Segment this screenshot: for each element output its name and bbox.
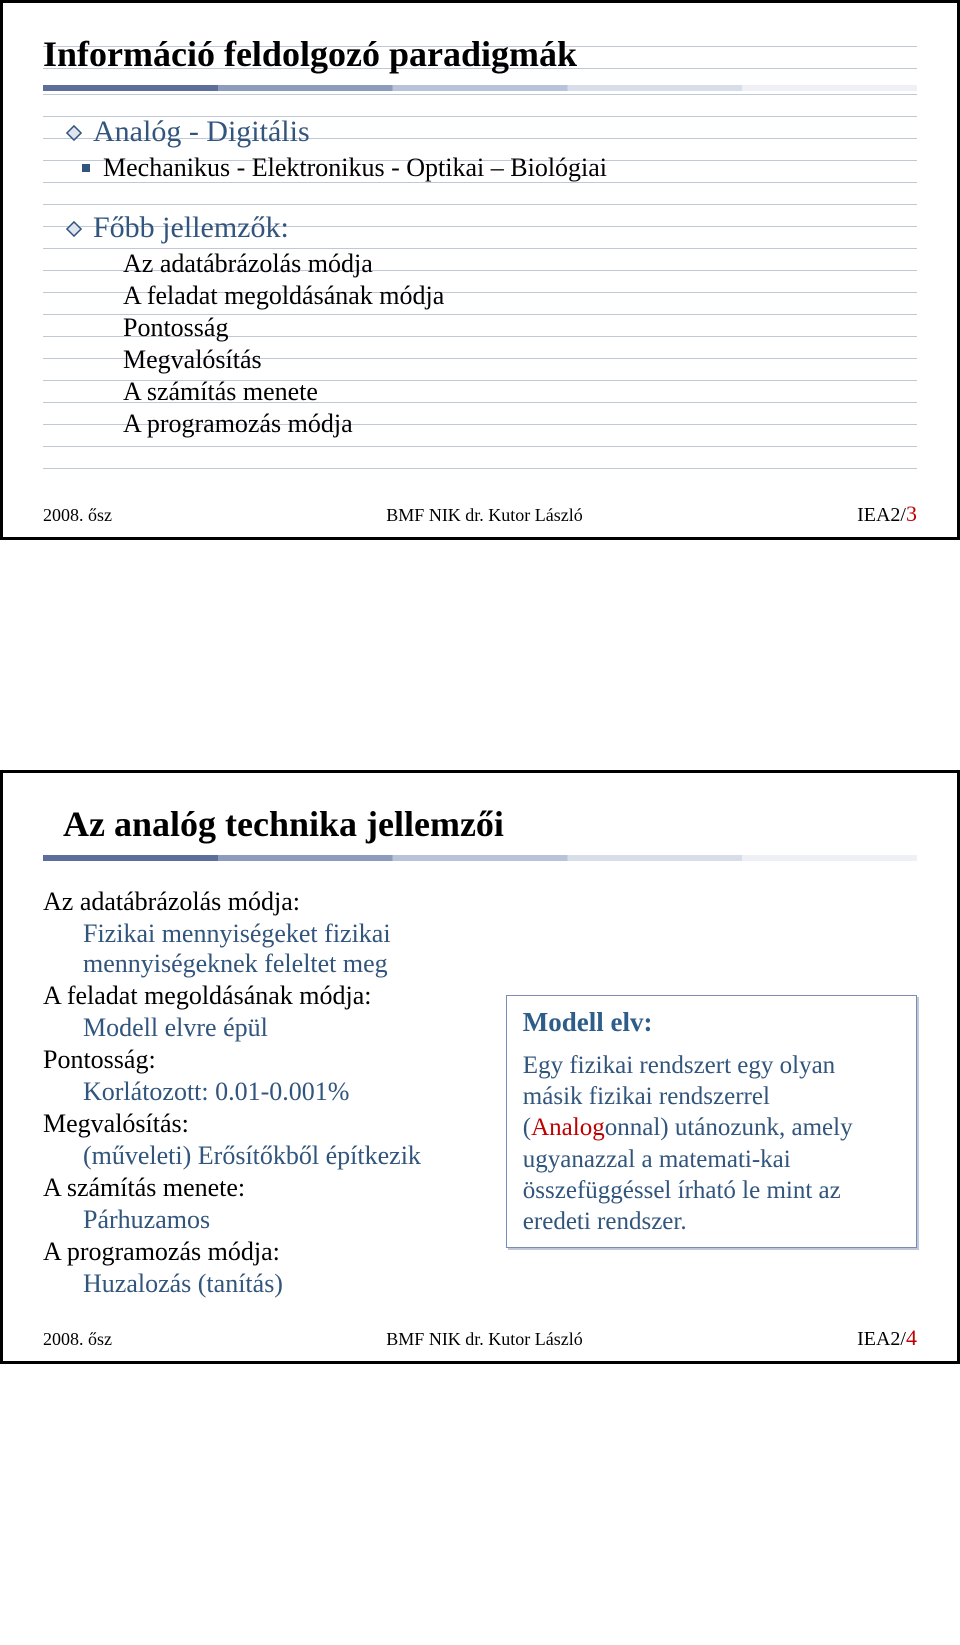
bullet-text: Analóg - Digitális <box>93 115 310 149</box>
section-body: Huzalozás (tanítás) <box>83 1269 486 1299</box>
section-head: Az adatábrázolás módja: <box>43 887 486 917</box>
box-title: Modell elv: <box>523 1006 900 1040</box>
section-body: Párhuzamos <box>83 1205 486 1235</box>
footer-page-num: 3 <box>906 501 917 526</box>
section-head: A számítás menete: <box>43 1173 486 1203</box>
slide-4: Az analóg technika jellemzői Az adatábrá… <box>0 770 960 1364</box>
bullet-row: Mechanikus - Elektronikus - Optikai – Bi… <box>79 153 917 183</box>
header-gradient-bar <box>43 855 917 861</box>
footer-prefix: IEA2/ <box>857 1328 906 1350</box>
section-head: Megvalósítás: <box>43 1109 486 1139</box>
footer-slide-number: IEA2/3 <box>857 501 917 527</box>
bullet-row: Főbb jellemzők: <box>63 211 917 245</box>
section-body: Korlátozott: 0.01-0.001% <box>83 1077 486 1107</box>
section-body: Fizikai mennyiségeket fizikai mennyisége… <box>83 919 486 979</box>
slide-footer: 2008. ősz BMF NIK dr. Kutor László IEA2/… <box>43 1325 917 1351</box>
slide-title: Az analóg technika jellemzői <box>63 803 917 845</box>
list-item: A feladat megoldásának módja <box>123 281 917 311</box>
section-body: Modell elvre épül <box>83 1013 486 1043</box>
list-item: Megvalósítás <box>123 345 917 375</box>
footer-mid: BMF NIK dr. Kutor László <box>386 505 583 526</box>
diamond-bullet-icon <box>63 218 83 238</box>
bullet-sub-text: Mechanikus - Elektronikus - Optikai – Bi… <box>103 153 607 183</box>
modell-elv-box: Modell elv: Egy fizikai rendszert egy ol… <box>506 995 917 1248</box>
footer-left: 2008. ősz <box>43 1329 112 1350</box>
box-red-text: Analog <box>531 1114 605 1141</box>
list-item: A számítás menete <box>123 377 917 407</box>
slide-title: Információ feldolgozó paradigmák <box>43 33 917 75</box>
slide-footer: 2008. ősz BMF NIK dr. Kutor László IEA2/… <box>43 501 917 527</box>
section-head: Pontosság: <box>43 1045 486 1075</box>
sub-bullet-icon <box>79 161 93 175</box>
footer-slide-number: IEA2/4 <box>857 1325 917 1351</box>
section-body: (műveleti) Erősítőkből építkezik <box>83 1141 486 1171</box>
footer-page-num: 4 <box>906 1325 917 1350</box>
list-item: Az adatábrázolás módja <box>123 249 917 279</box>
section-head: A feladat megoldásának módja: <box>43 981 486 1011</box>
header-gradient-bar <box>43 85 917 91</box>
bullet-text: Főbb jellemzők: <box>93 211 289 245</box>
title-area: Információ feldolgozó paradigmák Analóg … <box>43 33 917 477</box>
footer-left: 2008. ősz <box>43 505 112 526</box>
footer-prefix: IEA2/ <box>857 504 906 526</box>
spacer <box>43 441 917 471</box>
diamond-bullet-icon <box>63 122 83 142</box>
slide-3: Információ feldolgozó paradigmák Analóg … <box>0 0 960 540</box>
list-item: A programozás módja <box>123 409 917 439</box>
spacer <box>43 187 917 207</box>
box-body: Egy fizikai rendszert egy olyan másik fi… <box>523 1050 900 1238</box>
footer-mid: BMF NIK dr. Kutor László <box>386 1329 583 1350</box>
left-column: Az adatábrázolás módja: Fizikai mennyisé… <box>43 885 486 1301</box>
two-column-layout: Az adatábrázolás módja: Fizikai mennyisé… <box>43 885 917 1301</box>
bullet-row: Analóg - Digitális <box>63 115 917 149</box>
section-head: A programozás módja: <box>43 1237 486 1267</box>
list-item: Pontosság <box>123 313 917 343</box>
